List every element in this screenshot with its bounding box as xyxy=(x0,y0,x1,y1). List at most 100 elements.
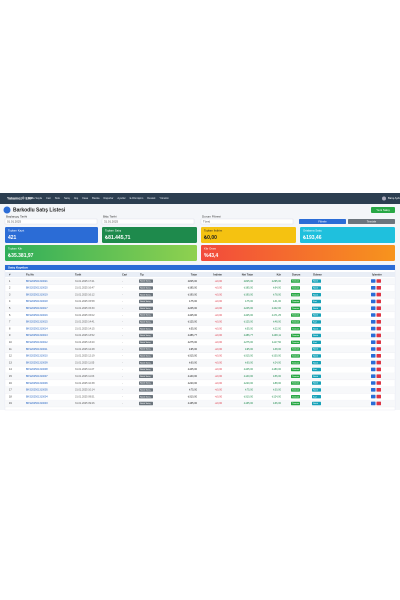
delete-button[interactable] xyxy=(376,347,382,351)
view-button[interactable] xyxy=(371,286,376,290)
cell: -₺0,00 xyxy=(215,326,223,330)
cell[interactable]: BKS202501310014 xyxy=(26,327,48,330)
nav-item[interactable]: Satış xyxy=(64,196,71,200)
nav-item[interactable]: Yönetim xyxy=(159,196,169,200)
delete-button[interactable] xyxy=(376,286,382,290)
delete-button[interactable] xyxy=(376,340,382,344)
row-stripe xyxy=(5,373,395,380)
filter-input[interactable] xyxy=(200,218,294,225)
nav-item[interactable]: Stok xyxy=(55,196,61,200)
delete-button[interactable] xyxy=(376,394,382,399)
cell[interactable]: BKS202501310013 xyxy=(26,334,48,337)
cell: 31.01.2025 14:41 xyxy=(75,321,95,324)
type-badge xyxy=(139,401,153,406)
cell: -₺0,00 xyxy=(215,374,223,378)
filter-button[interactable] xyxy=(299,219,346,224)
column-header: Tutar xyxy=(191,272,197,276)
view-button[interactable] xyxy=(371,292,376,297)
delete-button[interactable] xyxy=(376,292,382,297)
cell[interactable]: BKS202501310011 xyxy=(26,348,48,351)
nav-item[interactable]: Raporlar xyxy=(103,196,113,200)
cell[interactable]: BKS202501310006 xyxy=(26,382,48,385)
type-badge xyxy=(139,381,153,385)
delete-button[interactable] xyxy=(376,326,382,331)
cell[interactable]: BKS202501310007 xyxy=(26,375,48,378)
delete-button[interactable] xyxy=(376,279,382,283)
filter-input[interactable] xyxy=(4,218,98,225)
type-badge xyxy=(139,293,153,297)
view-button[interactable] xyxy=(371,388,376,392)
filter-input[interactable] xyxy=(101,218,195,225)
view-button[interactable] xyxy=(371,401,376,406)
cell: ₺199,11 xyxy=(272,333,282,337)
cell[interactable]: BKS202501310003 xyxy=(26,402,48,405)
view-button[interactable] xyxy=(371,299,376,304)
row-stripe xyxy=(5,291,395,299)
nav-item[interactable]: Ayarlar xyxy=(117,196,125,200)
nav-item[interactable]: Ana Sayfa xyxy=(30,196,43,200)
back-icon[interactable] xyxy=(3,206,11,214)
delete-button[interactable] xyxy=(376,401,382,406)
cell[interactable]: BKS202501310005 xyxy=(26,389,48,392)
cell[interactable]: BKS202501310015 xyxy=(26,321,48,324)
view-button[interactable] xyxy=(371,394,376,399)
cell[interactable]: BKS202501310004 xyxy=(26,395,48,398)
view-button[interactable] xyxy=(371,374,376,378)
delete-button[interactable] xyxy=(376,354,382,358)
filter-button[interactable] xyxy=(348,219,395,224)
cell[interactable]: BKS202501310020 xyxy=(26,287,48,290)
cell[interactable]: BKS202501310019 xyxy=(26,293,48,296)
delete-button[interactable] xyxy=(376,333,382,338)
view-button[interactable] xyxy=(371,360,376,365)
nav-item[interactable]: Alış xyxy=(74,196,79,200)
view-button[interactable] xyxy=(371,347,376,351)
delete-button[interactable] xyxy=(376,381,382,385)
cell[interactable]: BKS202501310017 xyxy=(26,307,48,310)
cell[interactable]: BKS202501310010 xyxy=(26,355,48,358)
nav-item[interactable]: Kasa xyxy=(82,196,88,200)
row-stripe xyxy=(5,386,395,394)
cell: - xyxy=(122,382,123,385)
view-button[interactable] xyxy=(371,279,376,283)
new-sale-button[interactable] xyxy=(371,207,395,213)
cell[interactable]: BKS202501310021 xyxy=(26,280,48,283)
cell[interactable]: BKS202501310008 xyxy=(26,368,48,371)
delete-button[interactable] xyxy=(376,374,382,378)
view-button[interactable] xyxy=(371,326,376,331)
delete-button[interactable] xyxy=(376,367,382,372)
delete-button[interactable] xyxy=(376,299,382,304)
nav-item[interactable]: Destek xyxy=(147,196,156,200)
avatar[interactable] xyxy=(382,196,386,201)
payment-badge xyxy=(312,279,321,283)
delete-button[interactable] xyxy=(376,306,382,310)
view-button[interactable] xyxy=(371,333,376,338)
cell[interactable]: BKS202501310016 xyxy=(26,314,48,317)
cell: - xyxy=(122,300,123,303)
cell: Nakit Satış xyxy=(140,361,151,364)
view-button[interactable] xyxy=(371,306,376,310)
payment-badge xyxy=(312,327,321,331)
view-button[interactable] xyxy=(371,320,376,324)
delete-button[interactable] xyxy=(376,360,382,365)
cell: ₺245,00 xyxy=(188,306,198,310)
delete-button[interactable] xyxy=(376,320,382,324)
cell[interactable]: BKS202501310018 xyxy=(26,300,48,303)
type-badge xyxy=(139,286,153,290)
delete-button[interactable] xyxy=(376,388,382,392)
view-button[interactable] xyxy=(371,340,376,344)
view-button[interactable] xyxy=(371,354,376,358)
cell: ₺140,00 xyxy=(188,374,198,378)
cell[interactable]: BKS202501310009 xyxy=(26,361,48,364)
cell[interactable]: BKS202501310012 xyxy=(26,341,48,344)
nav-item[interactable]: Cari xyxy=(46,196,51,200)
nav-item[interactable]: Banka xyxy=(92,196,100,200)
nav-item[interactable]: E-Dönüşüm xyxy=(130,196,144,200)
user-name[interactable]: Barış Aydın xyxy=(388,196,400,200)
stat-label: Ortalama Satış xyxy=(303,229,322,233)
cell: ₺24,00 xyxy=(273,360,281,364)
view-button[interactable] xyxy=(371,313,376,317)
cell: ₺124,00 xyxy=(272,394,282,398)
delete-button[interactable] xyxy=(376,313,382,317)
view-button[interactable] xyxy=(371,367,376,372)
view-button[interactable] xyxy=(371,381,376,385)
